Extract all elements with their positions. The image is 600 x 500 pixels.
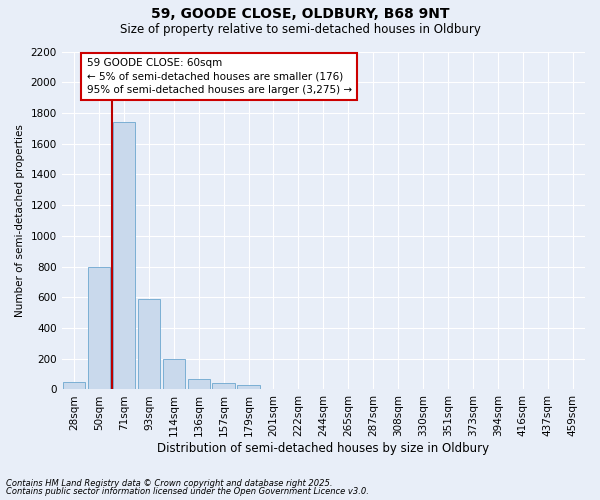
Bar — [88, 266, 110, 390]
Bar — [212, 384, 235, 390]
Text: 59 GOODE CLOSE: 60sqm
← 5% of semi-detached houses are smaller (176)
95% of semi: 59 GOODE CLOSE: 60sqm ← 5% of semi-detac… — [86, 58, 352, 95]
Bar — [238, 385, 260, 390]
Bar — [63, 382, 85, 390]
Y-axis label: Number of semi-detached properties: Number of semi-detached properties — [15, 124, 25, 317]
Bar — [262, 388, 285, 390]
X-axis label: Distribution of semi-detached houses by size in Oldbury: Distribution of semi-detached houses by … — [157, 442, 490, 455]
Text: Size of property relative to semi-detached houses in Oldbury: Size of property relative to semi-detach… — [119, 22, 481, 36]
Bar — [113, 122, 135, 390]
Bar — [188, 380, 210, 390]
Bar — [312, 388, 335, 390]
Text: Contains HM Land Registry data © Crown copyright and database right 2025.: Contains HM Land Registry data © Crown c… — [6, 478, 332, 488]
Text: Contains public sector information licensed under the Open Government Licence v3: Contains public sector information licen… — [6, 487, 369, 496]
Bar — [163, 358, 185, 390]
Text: 59, GOODE CLOSE, OLDBURY, B68 9NT: 59, GOODE CLOSE, OLDBURY, B68 9NT — [151, 8, 449, 22]
Bar — [137, 299, 160, 390]
